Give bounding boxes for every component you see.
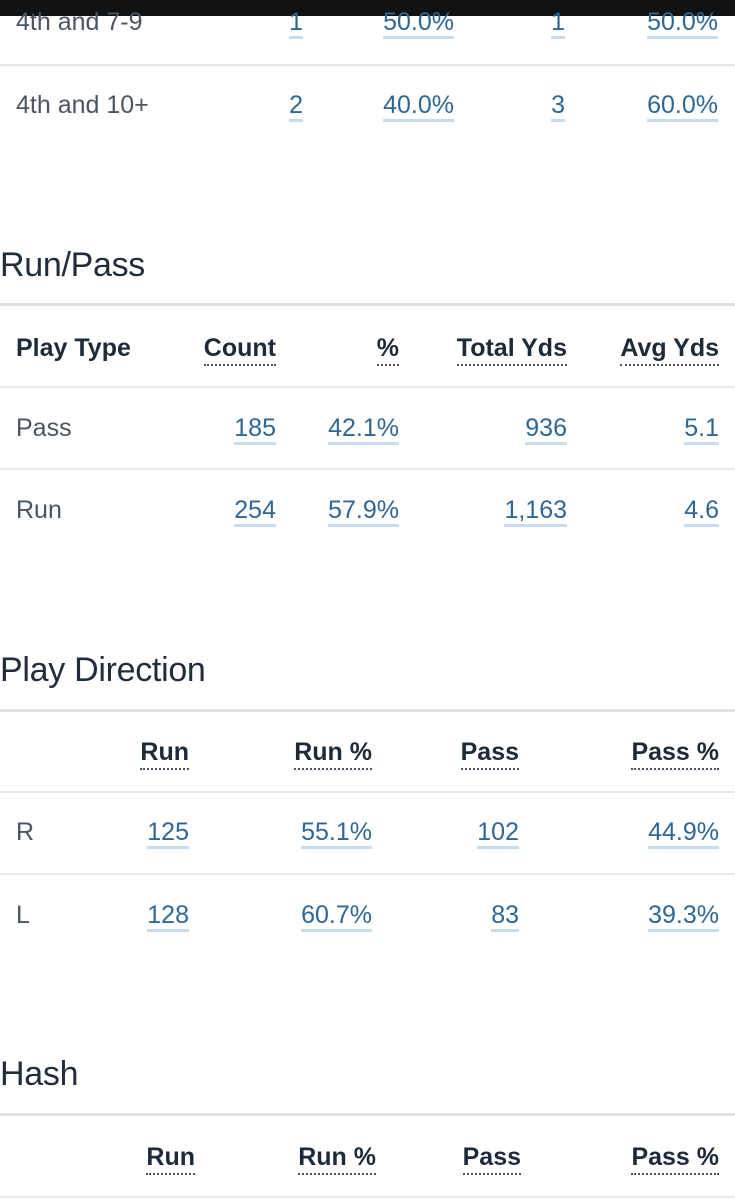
row-label: Pass	[16, 414, 72, 442]
run-percent-link[interactable]: 55.1%	[301, 820, 372, 849]
total-yds-link[interactable]: 1,163	[504, 498, 567, 527]
row-divider	[0, 64, 735, 66]
count-link[interactable]: 185	[234, 416, 276, 445]
row-label: L	[16, 901, 30, 929]
row-divider	[0, 386, 735, 388]
header-pass[interactable]: Pass	[460, 740, 519, 770]
section-divider	[0, 1113, 735, 1116]
row-label: 4th and 10+	[16, 91, 149, 119]
section-divider	[0, 709, 735, 712]
pass-link[interactable]: 102	[477, 820, 519, 849]
pass-percent-link[interactable]: 44.9%	[648, 820, 719, 849]
count-link[interactable]: 1	[551, 10, 565, 39]
header-pass-percent[interactable]: Pass %	[631, 1145, 719, 1175]
status-bar	[0, 0, 735, 16]
row-divider	[0, 791, 735, 793]
header-run-percent[interactable]: Run %	[294, 740, 372, 770]
row-label: Run	[16, 496, 62, 524]
count-link[interactable]: 2	[289, 93, 303, 122]
header-pass[interactable]: Pass	[462, 1145, 521, 1175]
total-yds-link[interactable]: 936	[525, 416, 567, 445]
header-run-percent[interactable]: Run %	[298, 1145, 376, 1175]
row-label: R	[16, 818, 35, 846]
header-pass-percent[interactable]: Pass %	[631, 740, 719, 770]
count-link[interactable]: 1	[289, 10, 303, 39]
percent-link[interactable]: 40.0%	[383, 93, 454, 122]
header-count[interactable]: Count	[203, 336, 276, 366]
run-link[interactable]: 125	[147, 820, 189, 849]
percent-link[interactable]: 57.9%	[328, 498, 399, 527]
percent-link[interactable]: 50.0%	[647, 10, 718, 39]
count-link[interactable]: 3	[551, 93, 565, 122]
count-link[interactable]: 254	[234, 498, 276, 527]
percent-link[interactable]: 60.0%	[647, 93, 718, 122]
header-avg-yds[interactable]: Avg Yds	[620, 336, 719, 366]
header-run[interactable]: Run	[146, 1145, 195, 1175]
header-total-yds[interactable]: Total Yds	[456, 336, 567, 366]
run-percent-link[interactable]: 60.7%	[301, 903, 372, 932]
hash-title: Hash	[0, 1055, 79, 1093]
percent-link[interactable]: 42.1%	[328, 416, 399, 445]
run-pass-title: Run/Pass	[0, 246, 146, 284]
header-run[interactable]: Run	[140, 740, 189, 770]
section-divider	[0, 303, 735, 306]
run-link[interactable]: 128	[147, 903, 189, 932]
pass-link[interactable]: 83	[491, 903, 519, 932]
header-play-type: Play Type	[16, 334, 131, 362]
avg-yds-link[interactable]: 4.6	[684, 498, 719, 527]
row-divider	[0, 1196, 735, 1198]
row-label: 4th and 7-9	[16, 8, 143, 36]
avg-yds-link[interactable]: 5.1	[684, 416, 719, 445]
header-percent[interactable]: %	[376, 336, 399, 366]
percent-link[interactable]: 50.0%	[383, 10, 454, 39]
pass-percent-link[interactable]: 39.3%	[648, 903, 719, 932]
row-divider	[0, 873, 735, 875]
row-divider	[0, 468, 735, 470]
play-direction-title: Play Direction	[0, 651, 206, 689]
